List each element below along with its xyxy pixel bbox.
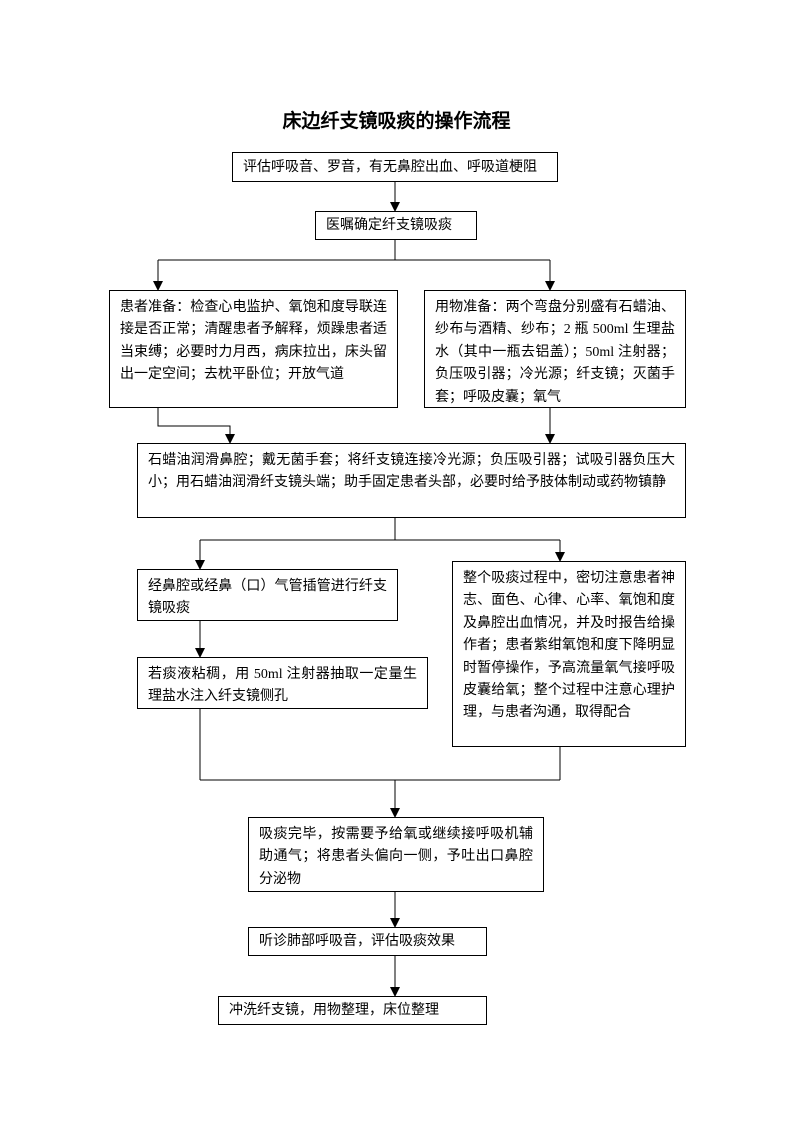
node-cleanup: 冲洗纤支镜，用物整理，床位整理 <box>218 996 487 1025</box>
node-postcare: 吸痰完毕，按需要予给氧或继续接呼吸机辅助通气；将患者头偏向一侧，予吐出口鼻腔分泌… <box>248 817 544 892</box>
node-evaluate: 听诊肺部呼吸音，评估吸痰效果 <box>248 927 487 956</box>
node-monitor: 整个吸痰过程中，密切注意患者神志、面色、心律、心率、氧饱和度及鼻腔出血情况，并及… <box>452 561 686 747</box>
node-material-prep: 用物准备：两个弯盘分别盛有石蜡油、纱布与酒精、纱布；2 瓶 500ml 生理盐水… <box>424 290 686 408</box>
node-lubricate: 石蜡油润滑鼻腔；戴无菌手套；将纤支镜连接冷光源；负压吸引器；试吸引器负压大小；用… <box>137 443 686 518</box>
flowchart-title: 床边纤支镜吸痰的操作流程 <box>0 106 793 133</box>
node-assess: 评估呼吸音、罗音，有无鼻腔出血、呼吸道梗阻 <box>232 152 558 182</box>
node-patient-prep: 患者准备：检查心电监护、氧饱和度导联连接是否正常；清醒患者予解释，烦躁患者适当束… <box>109 290 398 408</box>
node-nasal-suction: 经鼻腔或经鼻（口）气管插管进行纤支镜吸痰 <box>137 569 398 621</box>
node-saline: 若痰液粘稠，用 50ml 注射器抽取一定量生理盐水注入纤支镜侧孔 <box>137 657 428 709</box>
node-order: 医嘱确定纤支镜吸痰 <box>315 211 477 240</box>
